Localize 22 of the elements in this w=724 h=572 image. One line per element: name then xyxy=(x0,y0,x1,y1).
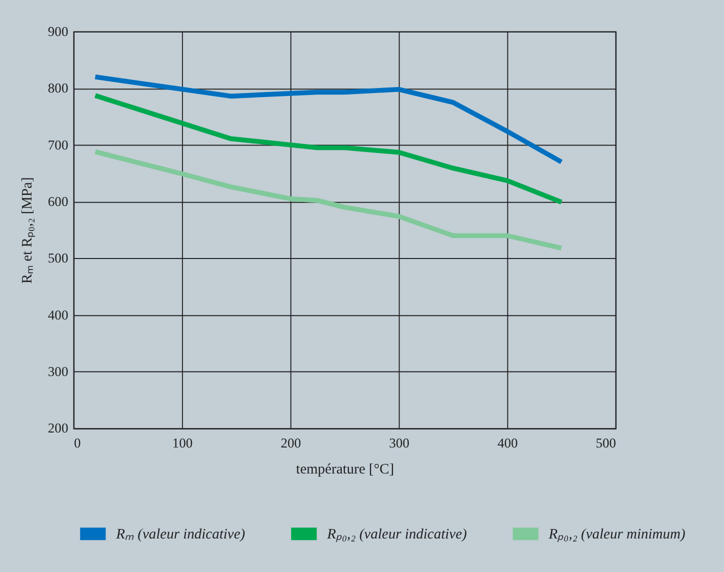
legend-label: Rₚ₀,₂ (valeur indicative) xyxy=(326,526,468,543)
x-tick-label: 200 xyxy=(280,435,302,450)
y-tick-label: 600 xyxy=(48,194,68,209)
y-tick-label: 300 xyxy=(48,364,68,380)
line-series xyxy=(92,149,564,251)
y-tick-label: 500 xyxy=(48,250,68,266)
x-tick-label: 500 xyxy=(596,435,616,450)
x-tick-label: 0 xyxy=(74,435,82,450)
y-tick-label: 400 xyxy=(48,307,68,322)
x-axis-title: température [°C] xyxy=(296,461,394,478)
legend-label: Rₚ₀,₂ (valeur minimum) xyxy=(548,526,686,543)
y-tick-label: 900 xyxy=(48,24,68,39)
line-series xyxy=(92,93,564,205)
x-tick-label: 100 xyxy=(172,435,193,450)
y-tick-label: 200 xyxy=(48,420,68,436)
y-axis-title: Rₘ et Rₚ₀,₂ [MPa] xyxy=(19,177,36,284)
y-tick-label: 800 xyxy=(48,80,68,96)
legend-label: Rₘ (valeur indicative) xyxy=(115,526,246,543)
line-series xyxy=(92,74,564,164)
x-tick-label: 400 xyxy=(498,435,518,450)
x-tick-label: 300 xyxy=(389,435,410,450)
y-tick-label: 700 xyxy=(48,137,68,152)
